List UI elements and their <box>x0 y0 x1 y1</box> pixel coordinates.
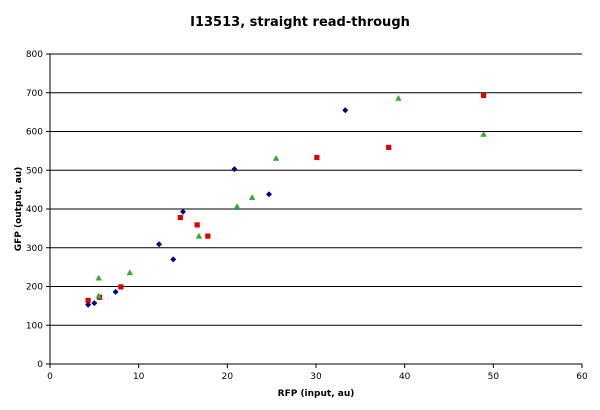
triangle-point <box>395 94 402 101</box>
x-axis-label: RFP (input, au) <box>278 389 355 399</box>
x-tick-label: 40 <box>399 372 411 382</box>
triangle-point <box>233 203 241 209</box>
diamond-point <box>112 288 119 295</box>
square-point <box>85 297 91 304</box>
triangle-point <box>95 274 102 281</box>
y-tick-label: 500 <box>26 166 43 176</box>
x-tick-label: 0 <box>47 372 53 382</box>
triangle-point <box>248 194 256 200</box>
grid-lines <box>50 53 582 326</box>
chart-title: I13513, straight read-through <box>190 15 410 30</box>
x-tick-label: 50 <box>488 372 500 382</box>
diamond-point <box>231 166 238 173</box>
x-tick-label: 20 <box>222 372 234 382</box>
diamond-point <box>91 300 98 307</box>
square-point <box>177 214 183 221</box>
square-point <box>386 144 392 150</box>
y-tick-label: 0 <box>37 360 43 370</box>
y-tick-label: 100 <box>26 321 43 331</box>
diamond-point <box>180 208 186 215</box>
y-tick-label: 800 <box>26 50 43 60</box>
diamond-point <box>156 241 163 248</box>
y-tick-labels: 0 100 200 300 400 500 600 700 800 <box>26 50 50 370</box>
square-point <box>314 154 320 161</box>
triangle-point <box>95 292 102 299</box>
series-2 <box>85 92 487 304</box>
y-tick-label: 200 <box>26 283 43 293</box>
triangle-point <box>480 131 487 137</box>
triangle-point <box>272 155 280 161</box>
y-axis-label: GFP (output, au) <box>14 167 24 252</box>
x-tick-label: 10 <box>133 372 145 382</box>
triangle-point <box>195 232 203 239</box>
diamond-point <box>85 301 92 308</box>
series-1 <box>85 107 349 308</box>
square-point <box>194 222 200 228</box>
y-tick-label: 700 <box>26 89 43 99</box>
diamond-point <box>266 191 273 198</box>
y-tick-label: 300 <box>26 244 43 254</box>
x-tick-label: 60 <box>576 372 588 382</box>
y-tick-label: 400 <box>26 205 43 215</box>
data-points <box>85 92 487 308</box>
diamond-point <box>170 256 177 263</box>
diamond-point <box>342 107 349 114</box>
y-tick-label: 600 <box>26 128 43 138</box>
x-tick-label: 30 <box>310 372 322 382</box>
series-3 <box>95 94 487 299</box>
square-point <box>480 92 487 99</box>
triangle-point <box>126 269 133 276</box>
x-tick-labels: 0 10 20 30 40 50 60 <box>47 364 588 382</box>
square-point <box>205 233 211 239</box>
square-point <box>118 284 124 290</box>
